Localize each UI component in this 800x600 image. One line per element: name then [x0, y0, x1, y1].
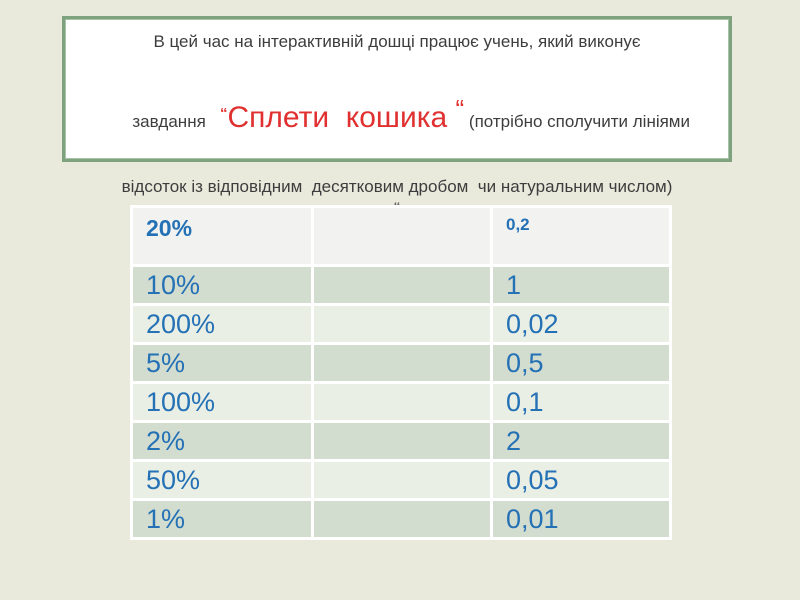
task-text-line2: завдання “Сплети кошика “ (потрібно спол…	[65, 55, 729, 176]
table-row: 100% 0,1	[133, 384, 669, 420]
percent-cell: 100%	[133, 384, 311, 420]
opening-quote: “	[219, 105, 228, 122]
task-text-line1: В цей час на інтерактивній дошці працює …	[153, 32, 641, 51]
header-middle-cell	[314, 208, 490, 264]
task-description-box: В цей час на інтерактивній дошці працює …	[62, 16, 732, 215]
middle-cell	[314, 306, 490, 342]
percent-cell: 200%	[133, 306, 311, 342]
percent-cell: 1%	[133, 501, 311, 537]
task-name-highlight: Сплети кошика	[227, 101, 456, 134]
percent-decimal-table: 20% 0,2 10% 1 200% 0,02 5% 0,5 100%	[130, 205, 672, 540]
header-percent-cell: 20%	[133, 208, 311, 264]
table-row: 50% 0,05	[133, 462, 669, 498]
middle-cell	[314, 462, 490, 498]
table-row: 10% 1	[133, 267, 669, 303]
table-row: 1% 0,01	[133, 501, 669, 537]
header-decimal-cell: 0,2	[493, 208, 669, 264]
percent-cell: 10%	[133, 267, 311, 303]
decimal-cell: 0,01	[493, 501, 669, 537]
middle-cell	[314, 345, 490, 381]
task-text-suffix: (потрібно сполучити лініями	[464, 112, 690, 131]
decimal-cell: 0,1	[493, 384, 669, 420]
decimal-cell: 2	[493, 423, 669, 459]
middle-cell	[314, 267, 490, 303]
closing-quote: “	[455, 94, 465, 124]
percent-cell: 2%	[133, 423, 311, 459]
percent-cell: 50%	[133, 462, 311, 498]
decimal-cell: 0,05	[493, 462, 669, 498]
percent-cell: 5%	[133, 345, 311, 381]
decimal-cell: 1	[493, 267, 669, 303]
table-row: 5% 0,5	[133, 345, 669, 381]
middle-cell	[314, 501, 490, 537]
table-row: 200% 0,02	[133, 306, 669, 342]
task-text-line3: відсоток із відповідним десятковим дробо…	[121, 177, 673, 196]
decimal-cell: 0,02	[493, 306, 669, 342]
table-header-row: 20% 0,2	[133, 208, 669, 264]
decimal-cell: 0,5	[493, 345, 669, 381]
task-text-prefix: завдання	[132, 112, 220, 131]
middle-cell	[314, 423, 490, 459]
middle-cell	[314, 384, 490, 420]
table-row: 2% 2	[133, 423, 669, 459]
